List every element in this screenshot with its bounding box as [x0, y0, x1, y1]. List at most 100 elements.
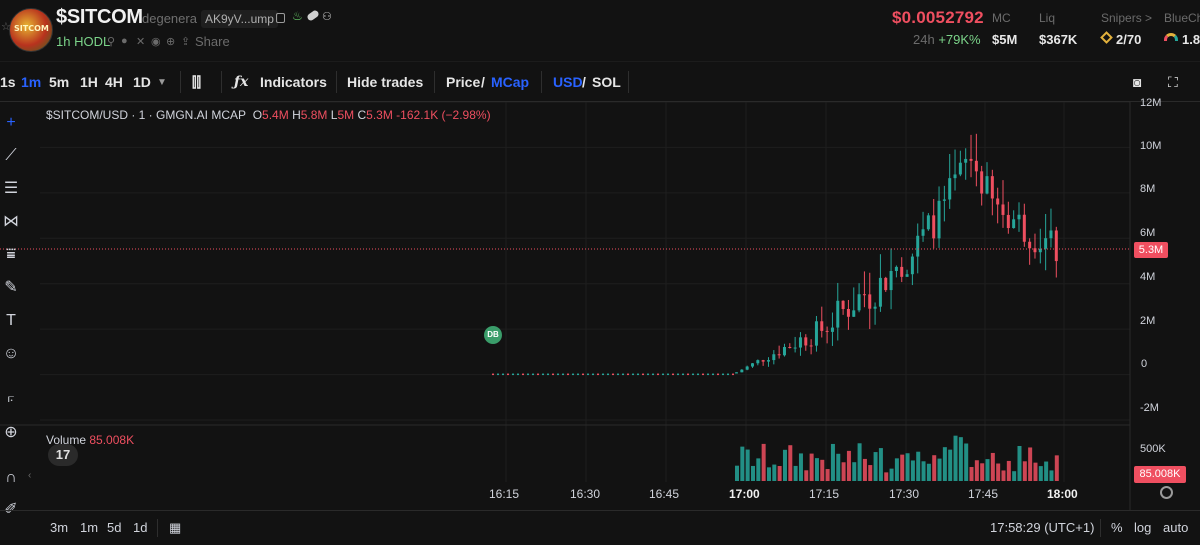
- candle-type-icon[interactable]: ⫿⫿: [192, 74, 201, 90]
- magnet-icon[interactable]: ∩: [5, 469, 17, 486]
- candle: [990, 176, 994, 199]
- volume-bar: [793, 465, 798, 481]
- brush-icon[interactable]: ✎: [4, 279, 18, 296]
- projection-icon[interactable]: ⩸: [6, 246, 16, 263]
- candle: [766, 360, 770, 362]
- date-range-icon[interactable]: ▦: [169, 520, 182, 535]
- volume-bar: [852, 462, 857, 481]
- volume-value: 85.008K: [89, 433, 135, 447]
- interval-4h[interactable]: 4H: [105, 74, 123, 90]
- logo-text: SITCOM: [14, 24, 49, 33]
- candle: [910, 256, 914, 275]
- snipers-label[interactable]: Snipers >: [1101, 11, 1153, 25]
- crosshair-icon[interactable]: +: [6, 114, 16, 131]
- candle: [507, 373, 509, 376]
- candle: [862, 294, 866, 296]
- candle: [567, 373, 569, 376]
- website-icon[interactable]: ⊕: [166, 36, 176, 48]
- percent-toggle[interactable]: %: [1111, 520, 1123, 535]
- bluechip-value: 1.8: [1182, 32, 1200, 47]
- telegram-icon[interactable]: ◉: [151, 36, 161, 48]
- legend-low: 5M: [337, 108, 355, 122]
- candle: [777, 354, 781, 356]
- trendline-icon[interactable]: ⟋: [5, 147, 17, 164]
- collapse-arrow-icon[interactable]: ‹: [28, 470, 32, 481]
- x-icon[interactable]: ✕: [136, 36, 146, 48]
- contract-address[interactable]: AK9yV...ump: [201, 10, 278, 28]
- volume-bar: [825, 469, 830, 481]
- dev-buy-marker[interactable]: DB: [484, 326, 502, 344]
- price-toggle[interactable]: Price: [446, 74, 481, 90]
- chart-settings-icon[interactable]: [1160, 486, 1173, 499]
- interval-1s[interactable]: 1s: [0, 74, 16, 90]
- candle: [980, 171, 984, 194]
- emoji-icon[interactable]: ☺: [2, 345, 20, 362]
- favorite-star-icon[interactable]: ☆: [1, 21, 11, 33]
- log-toggle[interactable]: log: [1134, 520, 1152, 535]
- camera-icon[interactable]: ◙: [1133, 74, 1142, 90]
- share-button[interactable]: Share: [195, 34, 230, 49]
- share-icon[interactable]: ⇪: [181, 36, 191, 48]
- volume-bar: [921, 461, 926, 481]
- y-tick: 4M: [1140, 271, 1156, 283]
- bottom-bar: 3m 1m 5d 1d ▦ 17:58:29 (UTC+1) % log aut…: [0, 510, 1200, 545]
- volume-bar: [974, 460, 979, 481]
- token-logo: SITCOM: [9, 8, 53, 52]
- mcap-toggle[interactable]: MCap: [491, 74, 530, 90]
- zoom-icon[interactable]: ⊕: [4, 424, 18, 441]
- ruler-icon[interactable]: ⟔: [7, 389, 15, 406]
- range-1d[interactable]: 1d: [133, 520, 148, 535]
- interval-1d[interactable]: 1D: [133, 74, 151, 90]
- candle: [798, 337, 802, 348]
- interval-1m[interactable]: 1m: [21, 74, 42, 90]
- volume-bar: [820, 459, 825, 481]
- candle: [745, 366, 749, 370]
- candle: [522, 373, 524, 376]
- candle: [761, 360, 765, 362]
- candle: [587, 373, 589, 376]
- indicators-button[interactable]: Indicators: [260, 74, 327, 90]
- volume-bar: [1038, 466, 1043, 481]
- volume-bar: [873, 452, 878, 481]
- volume-bar: [964, 443, 969, 481]
- candle: [1028, 241, 1032, 249]
- chevron-down-icon[interactable]: ▼: [157, 77, 167, 88]
- candle: [804, 337, 808, 346]
- volume-bar: [1022, 461, 1027, 481]
- range-5d[interactable]: 5d: [107, 520, 122, 535]
- text-icon[interactable]: T: [6, 312, 16, 329]
- candle: [707, 373, 709, 376]
- range-1m[interactable]: 1m: [80, 520, 99, 535]
- volume-bar: [1044, 461, 1049, 481]
- volume-bar: [777, 466, 782, 481]
- usd-toggle[interactable]: USD: [553, 74, 583, 90]
- fullscreen-icon[interactable]: ⛶: [1168, 74, 1178, 90]
- telegram-icon[interactable]: ●: [121, 35, 128, 47]
- tradingview-logo[interactable]: 17: [48, 444, 78, 466]
- interval-1h[interactable]: 1H: [80, 74, 98, 90]
- clock-time[interactable]: 17:58:29 (UTC+1): [990, 520, 1095, 535]
- hide-trades-button[interactable]: Hide trades: [347, 74, 424, 90]
- legend-l-label: L: [330, 108, 338, 122]
- copy-icon[interactable]: [276, 13, 285, 23]
- fib-icon[interactable]: ☰: [3, 180, 19, 197]
- legend-o-label: O: [252, 108, 263, 122]
- candle: [632, 373, 634, 376]
- candle: [697, 373, 699, 376]
- range-3m[interactable]: 3m: [50, 520, 69, 535]
- volume-axis-label: 500K: [1140, 443, 1166, 455]
- candle: [647, 373, 649, 376]
- search-icon[interactable]: ⚲: [107, 36, 116, 48]
- interval-5m[interactable]: 5m: [49, 74, 70, 90]
- candle: [825, 330, 829, 332]
- sol-toggle[interactable]: SOL: [592, 74, 621, 90]
- lock-edit-icon[interactable]: ✐: [4, 501, 18, 518]
- slash: /: [582, 74, 586, 90]
- candle: [642, 373, 644, 376]
- candle: [722, 373, 724, 376]
- y-tick: 6M: [1140, 227, 1156, 239]
- pattern-icon[interactable]: ⋈: [3, 213, 19, 230]
- auto-toggle[interactable]: auto: [1163, 520, 1189, 535]
- candle: [788, 346, 792, 348]
